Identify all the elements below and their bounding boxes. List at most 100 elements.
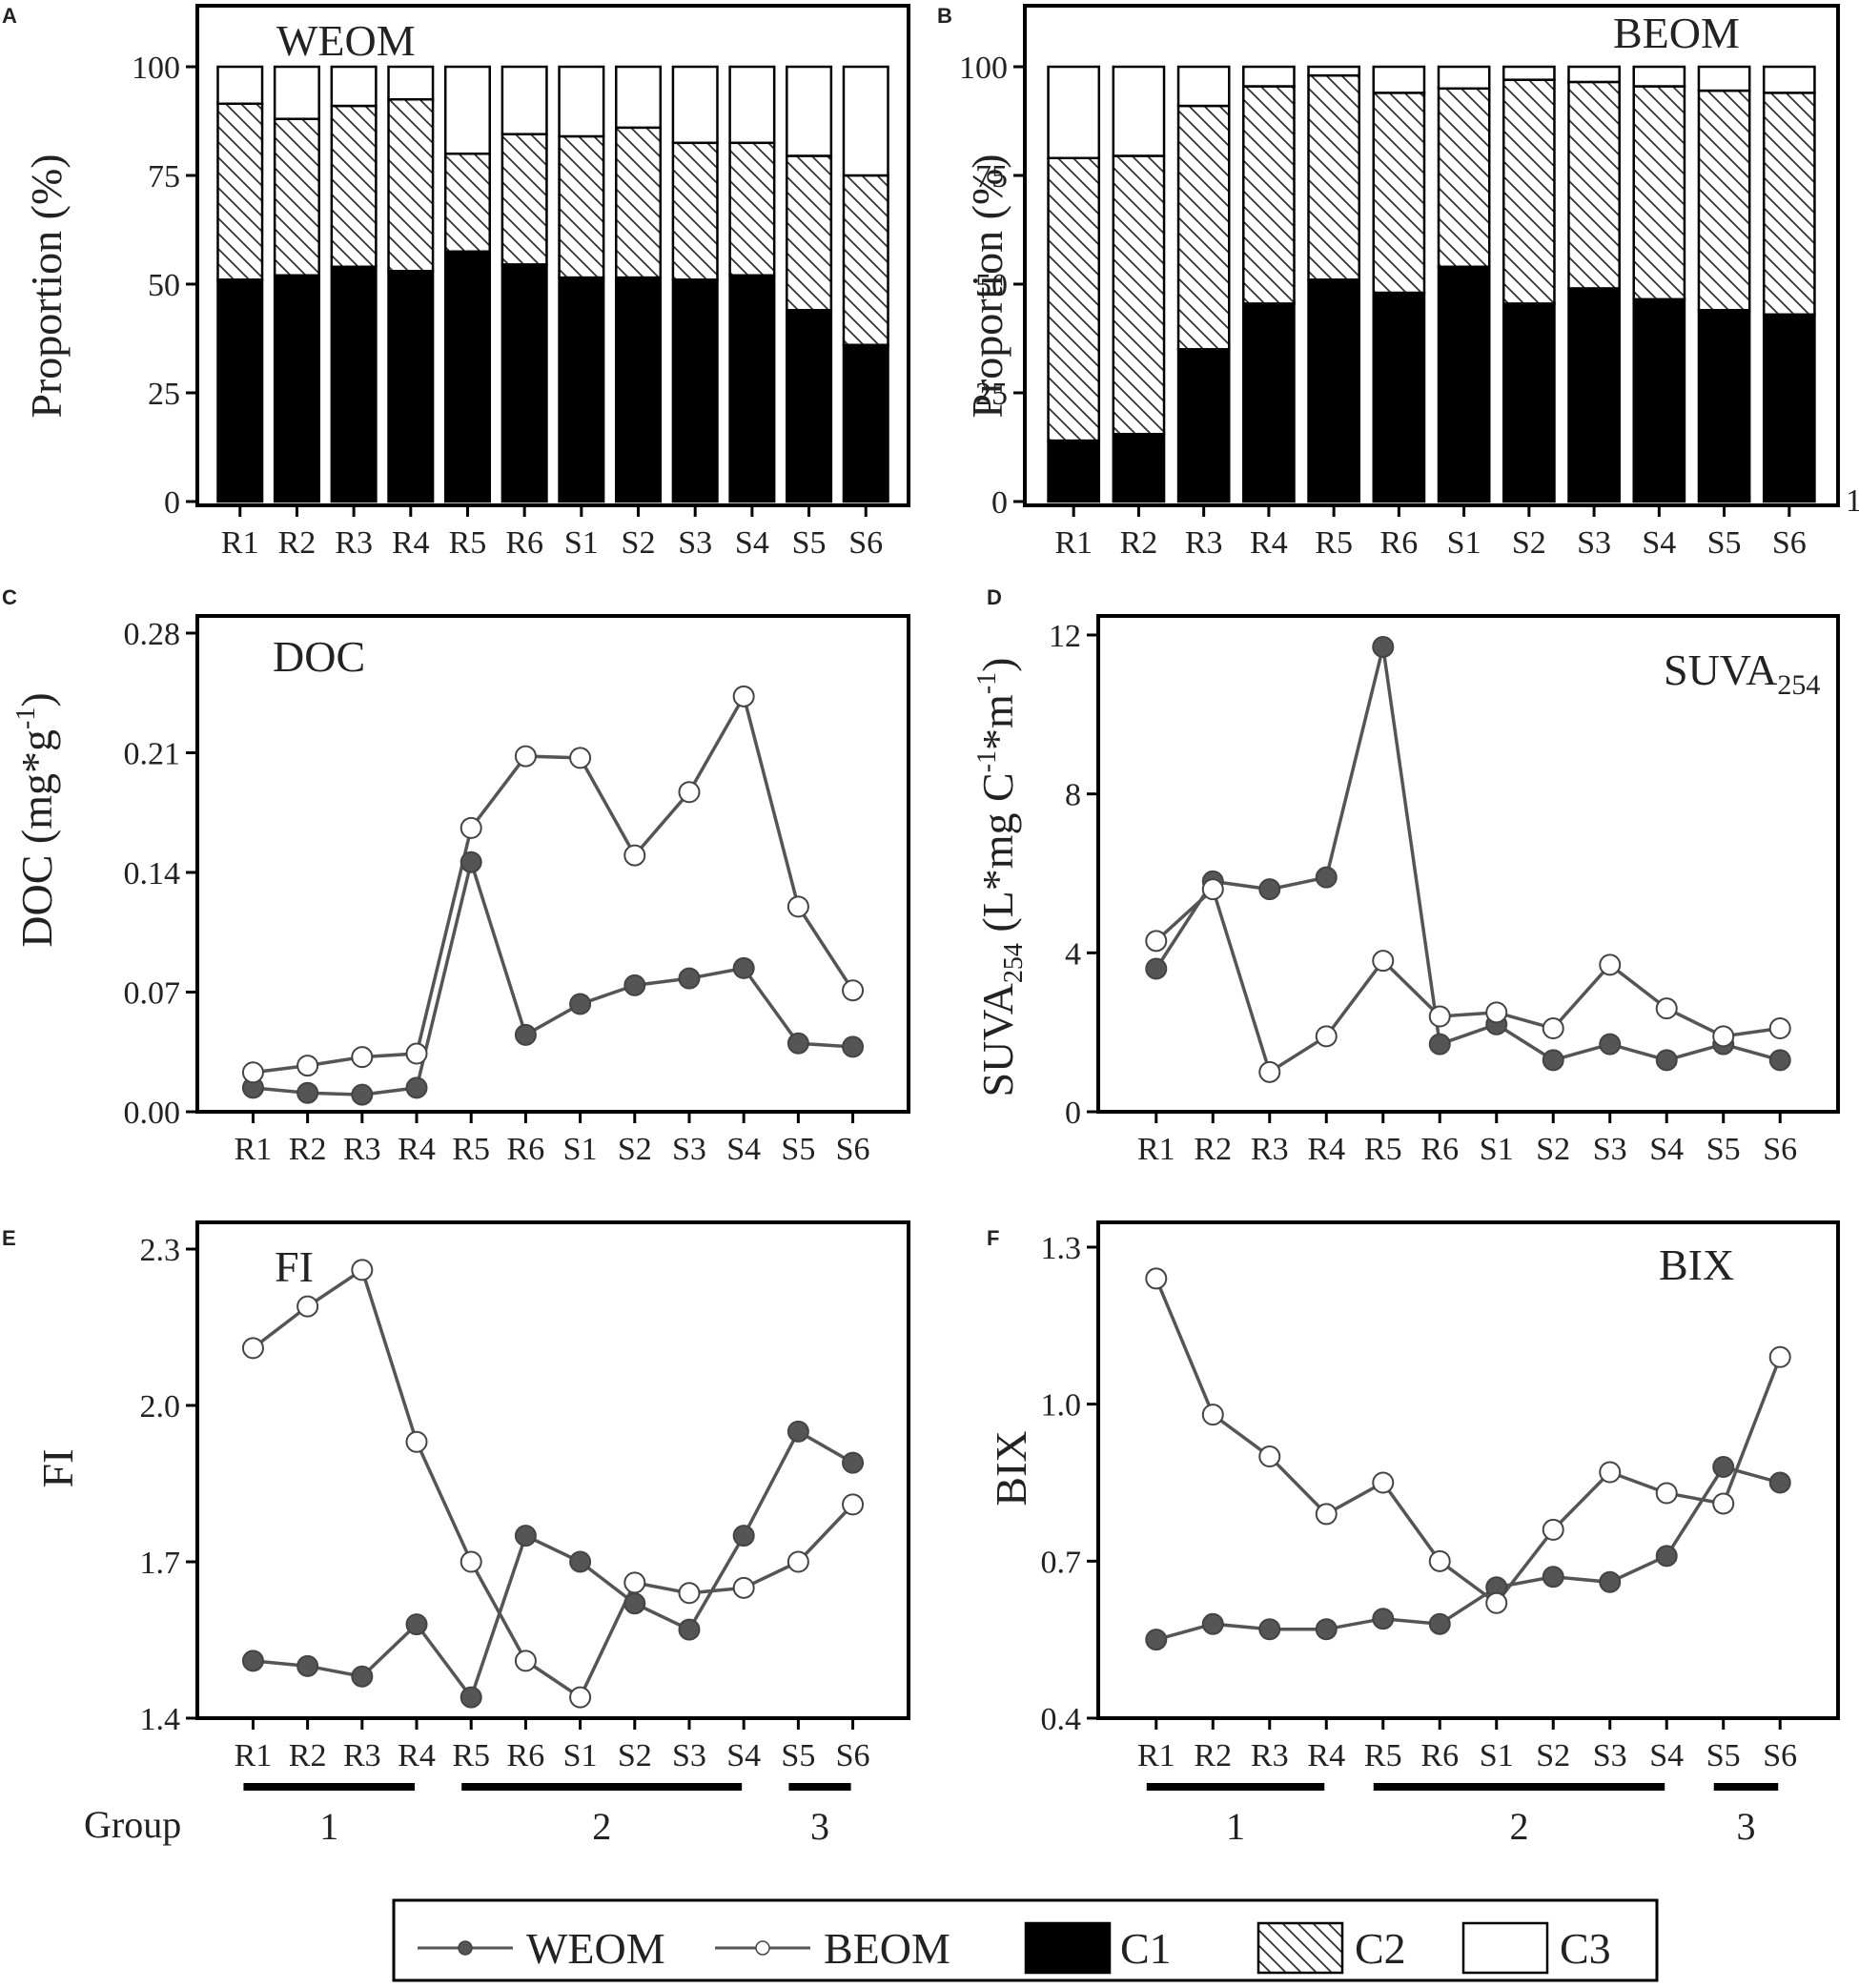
bar-c3-s4 (1632, 65, 1686, 88)
bar-c1-r6 (500, 263, 548, 503)
x-tick-label: R4 (392, 525, 430, 561)
x-tick-label: S1 (564, 525, 599, 561)
bar-c1-r4 (387, 270, 435, 503)
panel-c-ylabel-sup: -1 (11, 707, 41, 729)
point-weom-r4 (405, 1613, 428, 1636)
x-tick-label: S2 (618, 1738, 652, 1773)
series-line-weom (1155, 1465, 1781, 1642)
point-weom-r6 (514, 1023, 537, 1046)
x-tick-label: S5 (1706, 1132, 1741, 1167)
bar-c1-s5 (786, 309, 833, 503)
panel-d-ylabel-main: SUVA (973, 983, 1022, 1096)
bar-c2-r4 (387, 97, 435, 273)
x-tick-label: R1 (235, 1132, 273, 1167)
x-tick-label: S1 (563, 1738, 598, 1773)
x-tick-label: R5 (1315, 525, 1353, 561)
series-line-beom (1154, 886, 1781, 1076)
point-weom-s4 (1655, 1049, 1678, 1072)
bar-c2-s1 (1437, 87, 1491, 269)
x-tick-label: S1 (1480, 1738, 1514, 1773)
bar-c2-r2 (1112, 154, 1166, 436)
bar-c2-r5 (1307, 73, 1361, 281)
x-tick-label: S4 (726, 1738, 761, 1773)
point-beom-r4 (405, 1430, 428, 1453)
x-tick-label: R6 (1420, 1132, 1459, 1167)
point-beom-r3 (351, 1046, 374, 1069)
legend-weom-label: WEOM (526, 1924, 665, 1973)
x-tick-label: S3 (678, 525, 712, 561)
x-tick-label: S1 (1447, 525, 1481, 561)
bar-c2-r3 (330, 104, 378, 269)
y-tick-label: 0.21 (124, 737, 181, 772)
y-tick-label: 0.07 (124, 976, 181, 1012)
bar-c1-r4 (1242, 302, 1296, 503)
legend-item-c3: C3 (1461, 1921, 1611, 1975)
x-tick-label: S4 (1649, 1132, 1684, 1167)
bar-c2-s4 (728, 141, 776, 277)
bar-c3-s2 (614, 65, 663, 130)
x-tick-label: R4 (398, 1738, 436, 1773)
point-weom-r4 (1315, 866, 1338, 889)
panel-d-ylabel-sup1: -1 (972, 750, 1002, 772)
bar-c2-r2 (273, 117, 320, 277)
point-weom-s5 (1712, 1456, 1735, 1479)
legend-item-c2: C2 (1256, 1921, 1406, 1975)
legend-c1-label: C1 (1120, 1924, 1172, 1973)
legend-item-weom: WEOM (418, 1924, 665, 1973)
group-3-label: 3 (1736, 1805, 1755, 1848)
panel-d-suva-line-chart: 0 4 8 12 R1 R2 R3 R4 R5 R6 S1 S2 S3 S4 S5 S6 (1049, 614, 1840, 1167)
point-weom-s3 (678, 1618, 701, 1641)
bar-c2-r6 (1372, 92, 1426, 295)
bar-c1-s1 (558, 276, 605, 503)
bar-c1-r5 (443, 250, 492, 503)
legend-c2-label: C2 (1355, 1924, 1406, 1973)
bar-c3-r2 (273, 65, 320, 120)
point-beom-s3 (678, 1582, 701, 1605)
point-beom-r1 (241, 1337, 264, 1360)
x-tick-label: R6 (507, 1132, 545, 1167)
x-tick-label: S6 (836, 1738, 870, 1773)
panel-b-ylabel: Proportion (%) (963, 154, 1011, 418)
point-weom-s4 (1655, 1545, 1678, 1568)
x-tick-label: R6 (1380, 525, 1419, 561)
panel-f-title: BIX (1659, 1240, 1734, 1289)
panel-c-ylabel-main: DOC (mg*g (12, 729, 61, 948)
point-beom-r4 (405, 1042, 428, 1065)
point-beom-s3 (1599, 1461, 1622, 1484)
x-tick-label: R3 (343, 1132, 381, 1167)
bar-c3-s5 (1697, 65, 1751, 92)
bar-c1-s3 (671, 278, 719, 503)
panel-d-ylabel: SUVA254 (L*mg C-1*m-1) (972, 658, 1029, 1097)
x-tick-label: S2 (1536, 1132, 1570, 1167)
point-beom-s6 (842, 979, 865, 1002)
bar-c1-s1 (1437, 265, 1491, 503)
panel-d-ylabel-p2: *m (973, 694, 1022, 750)
point-beom-r1 (1145, 1267, 1168, 1290)
point-weom-r5 (460, 851, 482, 873)
x-tick-label: R3 (335, 525, 373, 561)
legend-beom-marker (755, 1940, 770, 1956)
x-tick-label: R5 (449, 525, 487, 561)
plot-frame (1096, 1220, 1840, 1720)
bar-c1-s6 (842, 343, 889, 503)
point-beom-r3 (351, 1259, 374, 1281)
plot-frame (195, 614, 910, 1114)
point-beom-r2 (1201, 1404, 1224, 1426)
point-weom-s4 (732, 1525, 755, 1547)
legend-beom-label: BEOM (824, 1924, 950, 1973)
y-tick-label: 0.7 (1041, 1545, 1082, 1580)
panel-a-ylabel: Proportion (%) (22, 154, 71, 418)
bar-c3-s3 (671, 65, 719, 145)
point-beom-s4 (732, 1576, 755, 1599)
bar-c1-r1 (1047, 439, 1101, 503)
x-tick-label: R1 (221, 525, 259, 561)
point-beom-r5 (1372, 1471, 1395, 1494)
panel-d-ylabel-p1: (L*mg C (973, 772, 1022, 943)
x-tick-label: S2 (618, 1132, 652, 1167)
point-weom-r1 (1145, 957, 1168, 980)
plot-frame (195, 1220, 910, 1720)
x-tick-label: S4 (726, 1132, 761, 1167)
bar-c2-r6 (500, 133, 548, 266)
panel-label-f: F (987, 1226, 999, 1250)
point-beom-s5 (1712, 1025, 1735, 1048)
